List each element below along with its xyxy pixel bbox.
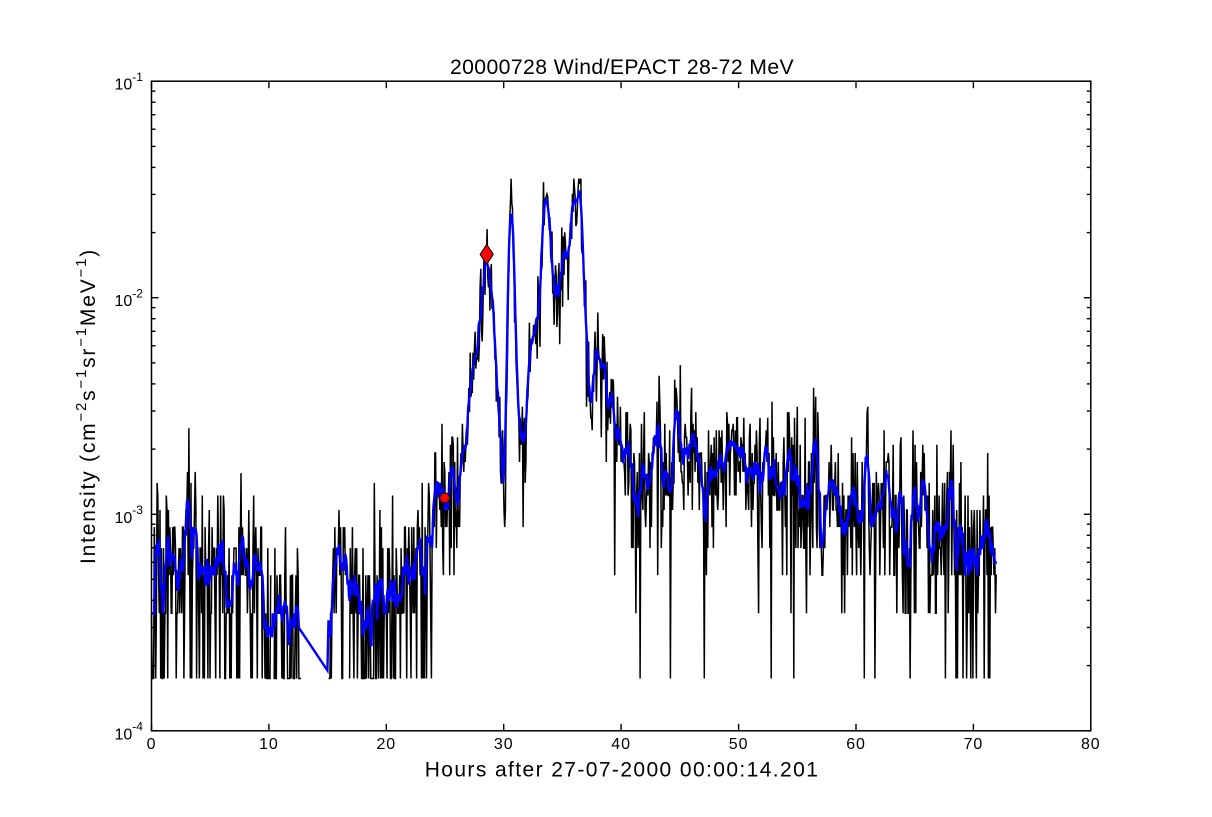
svg-text:0: 0	[147, 736, 157, 753]
svg-text:10: 10	[259, 736, 279, 753]
svg-text:10-3: 10-3	[115, 503, 144, 527]
svg-text:80: 80	[1081, 736, 1101, 753]
svg-text:Hours after 27-07-2000 00:00:1: Hours after 27-07-2000 00:00:14.201	[425, 759, 820, 782]
svg-text:50: 50	[729, 736, 749, 753]
svg-text:40: 40	[611, 736, 631, 753]
svg-text:30: 30	[494, 736, 514, 753]
svg-text:20000728 Wind/EPACT 28-72 MeV: 20000728 Wind/EPACT 28-72 MeV	[450, 56, 795, 79]
svg-text:10-2: 10-2	[115, 286, 144, 310]
svg-text:10-4: 10-4	[115, 719, 144, 743]
svg-text:20: 20	[376, 736, 396, 753]
svg-text:70: 70	[964, 736, 984, 753]
svg-text:10-1: 10-1	[115, 70, 144, 94]
svg-text:60: 60	[846, 736, 866, 753]
